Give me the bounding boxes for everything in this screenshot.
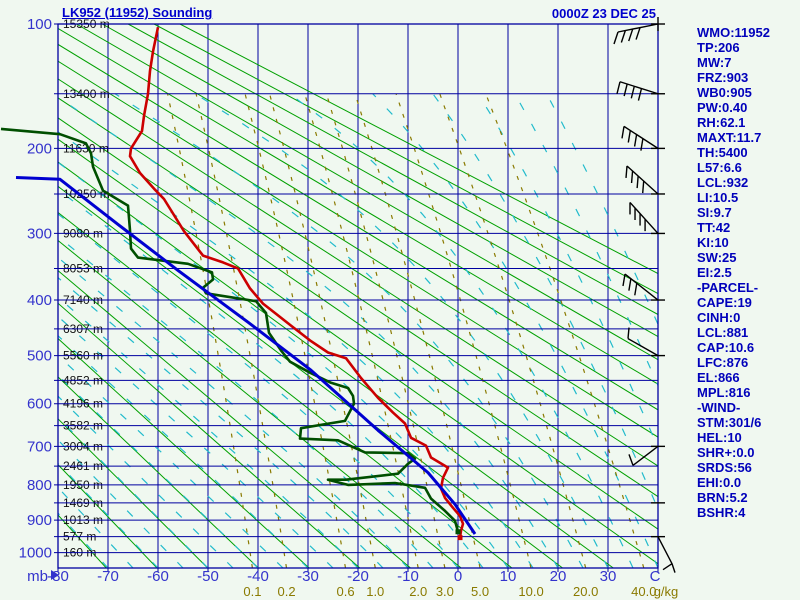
stats-item: TH:5400 bbox=[697, 145, 748, 160]
stats-item: TP:206 bbox=[697, 40, 740, 55]
temperature-unit-label: C bbox=[650, 568, 661, 585]
wind-barb bbox=[628, 445, 659, 466]
stats-item: CAP:10.6 bbox=[697, 340, 755, 355]
stats-item: SHR+:0.0 bbox=[697, 445, 755, 460]
mixing-ratio-label: 10.0 bbox=[518, 584, 543, 599]
temperature-tick-label: 0 bbox=[454, 568, 462, 585]
mixing-ratio-label: 0.6 bbox=[336, 584, 354, 599]
wind-barb bbox=[657, 536, 676, 573]
stats-item: SW:25 bbox=[697, 250, 737, 265]
stats-item: HEL:10 bbox=[697, 430, 742, 445]
stats-item: LCL:881 bbox=[697, 325, 749, 340]
sounding-datetime: 0000Z 23 DEC 25 bbox=[551, 6, 656, 21]
stats-item: MAXT:11.7 bbox=[697, 130, 762, 145]
stats-item: LCL:932 bbox=[697, 175, 749, 190]
pressure-tick-label: 500 bbox=[27, 348, 52, 365]
temperature-tick-label: -80 bbox=[47, 568, 69, 585]
mixing-ratio-label: 0.1 bbox=[243, 584, 261, 599]
wind-barbs bbox=[613, 17, 676, 573]
pressure-tick-label: 300 bbox=[27, 225, 52, 242]
stats-item: CAPE:19 bbox=[697, 295, 752, 310]
stats-item: MPL:816 bbox=[697, 385, 751, 400]
plot-border bbox=[57, 23, 659, 569]
wind-barb bbox=[625, 165, 659, 195]
stats-item: WB0:905 bbox=[697, 85, 752, 100]
axis-arrow-icon bbox=[51, 570, 59, 580]
temperature-tick-label: -70 bbox=[97, 568, 119, 585]
stats-item: LFC:876 bbox=[697, 355, 749, 370]
parcel-curve bbox=[15, 176, 477, 535]
mixing-ratio-label: 3.0 bbox=[436, 584, 454, 599]
stats-item: MW:7 bbox=[697, 55, 732, 70]
temperature-tick-label: -60 bbox=[147, 568, 169, 585]
stats-item: WMO:11952 bbox=[697, 25, 770, 40]
stats-item: SRDS:56 bbox=[697, 460, 752, 475]
temperature-tick-label: -10 bbox=[397, 568, 419, 585]
stats-item: KI:10 bbox=[697, 235, 729, 250]
mixing-ratio-label: 2.0 bbox=[409, 584, 427, 599]
wind-barb bbox=[629, 201, 659, 234]
stats-item: -PARCEL- bbox=[697, 280, 759, 295]
temperature-end-marker bbox=[457, 535, 463, 541]
dewpoint-curve bbox=[0, 127, 460, 533]
stats-item: STM:301/6 bbox=[697, 415, 762, 430]
mixing-ratio-unit-label: g/kg bbox=[654, 584, 679, 599]
temperature-tick-label: -20 bbox=[347, 568, 369, 585]
mixing-ratio-label: 5.0 bbox=[471, 584, 489, 599]
pressure-axis-label: mb bbox=[27, 568, 48, 585]
stats-item: BSHR:4 bbox=[697, 505, 746, 520]
dewpoint-end-marker bbox=[455, 529, 461, 535]
pressure-tick-label: 100 bbox=[27, 16, 52, 33]
pressure-tick-label: 1000 bbox=[19, 545, 52, 562]
page-title: LK952 (11952) Sounding bbox=[62, 5, 213, 20]
pressure-tick-label: 600 bbox=[27, 396, 52, 413]
pressure-tick-label: 200 bbox=[27, 140, 52, 157]
stats-item: CINH:0 bbox=[697, 310, 741, 325]
pressure-tick-label: 700 bbox=[27, 438, 52, 455]
stats-item: FRZ:903 bbox=[697, 70, 749, 85]
temperature-tick-label: -30 bbox=[297, 568, 319, 585]
temperature-tick-label: -40 bbox=[247, 568, 269, 585]
stats-item: TT:42 bbox=[697, 220, 731, 235]
moist-adiabat-lines bbox=[58, 93, 658, 568]
pressure-gridlines bbox=[54, 23, 658, 554]
temperature-tick-label: 10 bbox=[500, 568, 517, 585]
wind-barb bbox=[613, 23, 659, 45]
mixing-ratio-label: 40.0 bbox=[631, 584, 656, 599]
stats-item: PW:0.40 bbox=[697, 100, 748, 115]
stats-item: EI:2.5 bbox=[697, 265, 732, 280]
stats-item: -WIND- bbox=[697, 400, 741, 415]
mixing-ratio-label: 20.0 bbox=[573, 584, 598, 599]
mixing-ratio-label: 0.2 bbox=[277, 584, 295, 599]
stats-item: SI:9.7 bbox=[697, 205, 732, 220]
mixing-ratio-lines bbox=[167, 93, 645, 568]
stats-item: EHI:0.0 bbox=[697, 475, 742, 490]
pressure-tick-label: 800 bbox=[27, 477, 52, 494]
pressure-tick-label: 900 bbox=[27, 512, 52, 529]
temperature-tick-label: 20 bbox=[550, 568, 567, 585]
stats-item: LI:10.5 bbox=[697, 190, 739, 205]
pressure-tick-label: 400 bbox=[27, 292, 52, 309]
stats-item: RH:62.1 bbox=[697, 115, 746, 130]
wind-barb bbox=[616, 81, 659, 101]
stats-item: EL:866 bbox=[697, 370, 740, 385]
stats-item: BRN:5.2 bbox=[697, 490, 748, 505]
stats-panel: WMO:11952 TP:206 MW:7 FRZ:903 WB0:905 PW:0.40… bbox=[697, 25, 770, 520]
wind-barb bbox=[627, 327, 659, 357]
mixing-ratio-label: 1.0 bbox=[366, 584, 384, 599]
temperature-tick-label: -50 bbox=[197, 568, 219, 585]
stats-item: L57:6.6 bbox=[697, 160, 742, 175]
wind-barb bbox=[622, 273, 659, 301]
temperature-tick-label: 30 bbox=[600, 568, 617, 585]
wind-barb bbox=[621, 125, 659, 151]
